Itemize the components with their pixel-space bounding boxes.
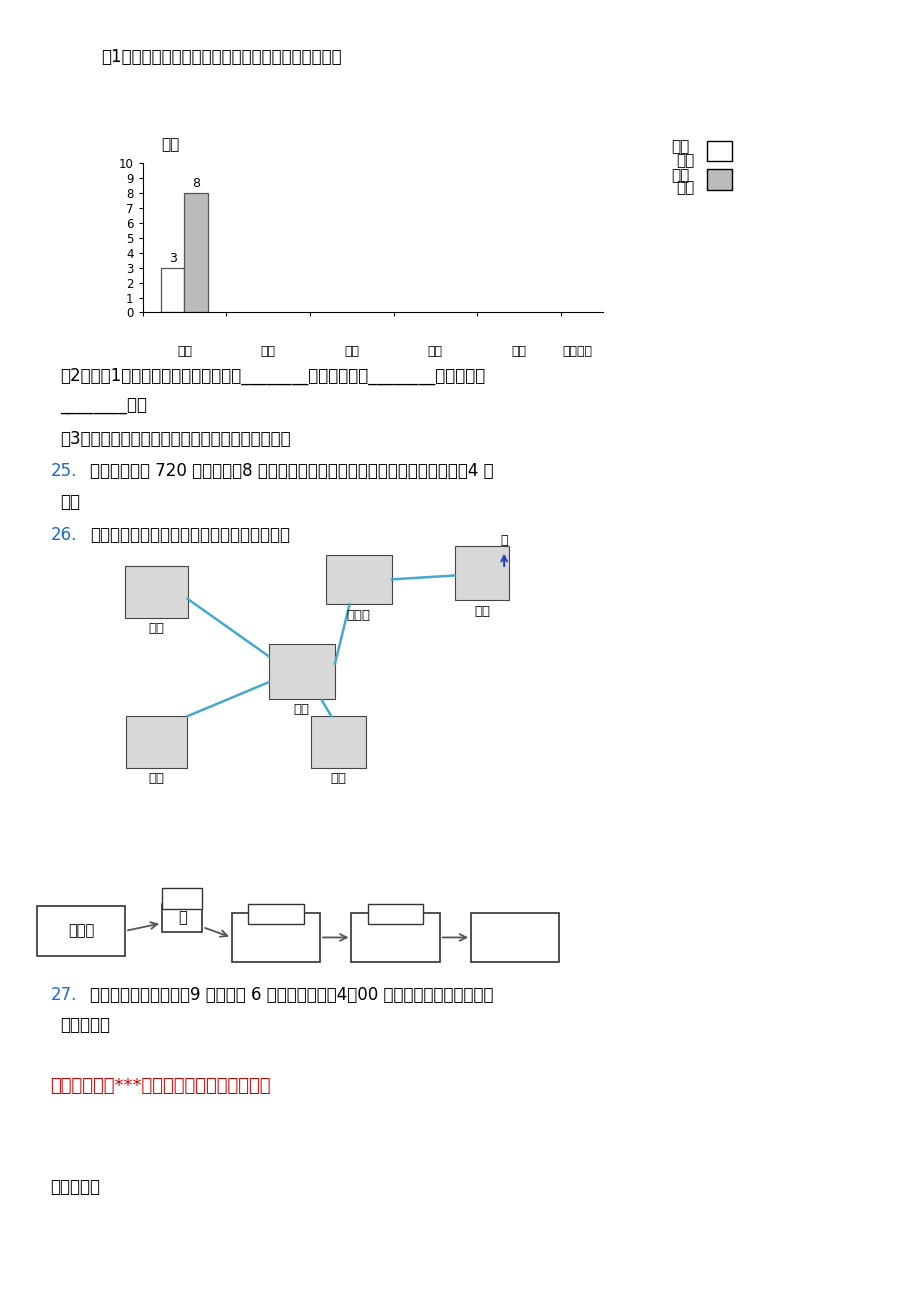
Text: 明明的妈妈在医院上班，她上班时该怎样走？: 明明的妈妈在医院上班，她上班时该怎样走？ — [90, 526, 289, 544]
Text: 8: 8 — [192, 177, 200, 190]
Bar — [232, 913, 320, 962]
Text: 銀行: 銀行 — [473, 605, 490, 618]
Text: 书店: 书店 — [148, 622, 165, 635]
Text: 学校: 学校 — [293, 703, 310, 716]
Text: 南: 南 — [177, 910, 187, 926]
Text: 医院: 医院 — [148, 772, 165, 785]
Bar — [351, 913, 439, 962]
Text: 呢？: 呢？ — [60, 493, 80, 512]
Text: 27.: 27. — [51, 986, 77, 1004]
Bar — [162, 904, 202, 932]
Bar — [37, 906, 125, 956]
Bar — [162, 888, 202, 909]
Text: 新华小学共有 720 名学生，分8 批去参观博物馆，平均每批有多少人？如果分成4 批: 新华小学共有 720 名学生，分8 批去参观博物馆，平均每批有多少人？如果分成4… — [90, 462, 494, 480]
Text: 明明家: 明明家 — [346, 609, 370, 622]
Bar — [368, 904, 423, 924]
Text: 体育: 体育 — [260, 345, 276, 358]
Text: ________人。: ________人。 — [60, 397, 147, 415]
Text: 明明家: 明明家 — [68, 923, 94, 939]
Text: 26.: 26. — [51, 526, 77, 544]
Bar — [325, 555, 391, 604]
Text: 男生: 男生 — [675, 154, 694, 169]
Text: （2）四（1）班参加社团活动的一共有________。其中男生有________人，女生有: （2）四（1）班参加社团活动的一共有________。其中男生有________… — [60, 367, 484, 385]
Bar — [455, 546, 508, 600]
Text: （1）根据上面的统计表完成下面的复式条形统计图。: （1）根据上面的统计表完成下面的复式条形统计图。 — [101, 48, 342, 66]
Text: 女生: 女生 — [671, 168, 689, 184]
Text: 乐器: 乐器 — [344, 345, 358, 358]
Text: 女生: 女生 — [675, 180, 694, 195]
Bar — [184, 193, 208, 312]
Bar — [706, 141, 732, 161]
Bar — [125, 566, 187, 618]
Bar — [471, 913, 559, 962]
Text: 李师傅做一个零件需要9 分钟，做 6 个零件，从下充4：00 开始，要到下午什么时候: 李师傅做一个零件需要9 分钟，做 6 个零件，从下充4：00 开始，要到下午什么… — [90, 986, 494, 1004]
Bar — [706, 169, 732, 190]
Text: 一、选择题: 一、选择题 — [51, 1178, 100, 1197]
Text: 手工: 手工 — [427, 345, 442, 358]
Text: （3）请你再提出一个其他的数学问题并解答出来。: （3）请你再提出一个其他的数学问题并解答出来。 — [60, 430, 290, 448]
Text: 航模: 航模 — [511, 345, 526, 358]
Bar — [248, 904, 303, 924]
Bar — [268, 644, 335, 699]
Bar — [161, 267, 184, 312]
Bar — [126, 716, 187, 768]
Text: 男生: 男生 — [671, 139, 689, 155]
Text: 才能结束？: 才能结束？ — [60, 1016, 109, 1034]
Text: 【参考答案】***试卷处理标记，请不要删除: 【参考答案】***试卷处理标记，请不要删除 — [51, 1077, 271, 1095]
Text: 社团名称: 社团名称 — [562, 345, 592, 358]
Text: 舞蹈: 舞蹈 — [176, 345, 192, 358]
Text: 北: 北 — [500, 534, 507, 547]
Text: 商场: 商场 — [330, 772, 346, 785]
Text: 3: 3 — [168, 253, 176, 266]
Text: 25.: 25. — [51, 462, 77, 480]
Text: 人数: 人数 — [161, 137, 179, 152]
Bar — [311, 716, 366, 768]
